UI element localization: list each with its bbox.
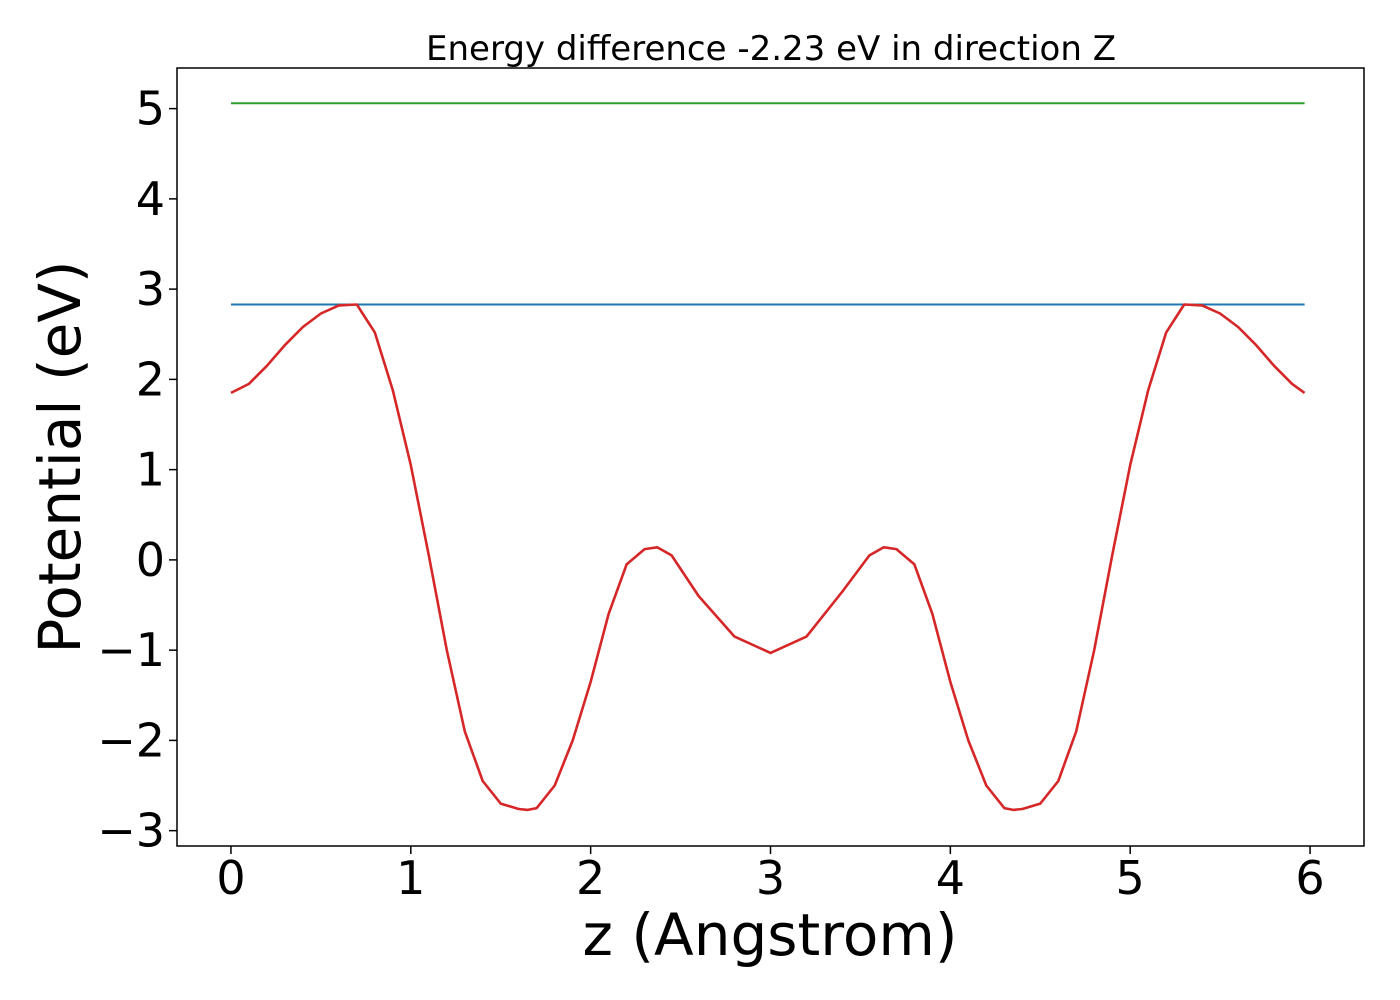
y-tick-label: 0 bbox=[136, 533, 165, 587]
x-tick-label: 0 bbox=[216, 851, 245, 905]
y-tick-label: −2 bbox=[97, 713, 165, 767]
x-tick-label: 1 bbox=[396, 851, 425, 905]
plot-frame bbox=[176, 67, 1365, 847]
y-tick-label: 4 bbox=[136, 172, 165, 226]
x-tick-label: 4 bbox=[936, 851, 965, 905]
x-tick-label: 5 bbox=[1116, 851, 1145, 905]
plot-area bbox=[230, 102, 1306, 812]
series-line-2 bbox=[230, 303, 1306, 812]
y-tick-label: 2 bbox=[136, 352, 165, 406]
y-axis: −3 −2 −1 0 1 2 3 4 5 bbox=[97, 82, 177, 858]
chart-title: Energy difference -2.23 eV in direction … bbox=[426, 29, 1116, 69]
y-tick-label: 5 bbox=[136, 82, 165, 136]
x-axis: 0 1 2 3 4 5 6 bbox=[216, 846, 1325, 905]
x-tick-label: 3 bbox=[756, 851, 785, 905]
x-axis-label: z (Angstrom) bbox=[583, 901, 958, 969]
y-axis-label: Potential (eV) bbox=[26, 260, 94, 653]
x-tick-label: 2 bbox=[576, 851, 605, 905]
x-tick-label: 6 bbox=[1295, 851, 1324, 905]
y-tick-label: 3 bbox=[136, 262, 165, 316]
y-tick-label: −1 bbox=[97, 623, 165, 677]
y-tick-label: 1 bbox=[136, 443, 165, 497]
y-tick-label: −3 bbox=[97, 804, 165, 858]
